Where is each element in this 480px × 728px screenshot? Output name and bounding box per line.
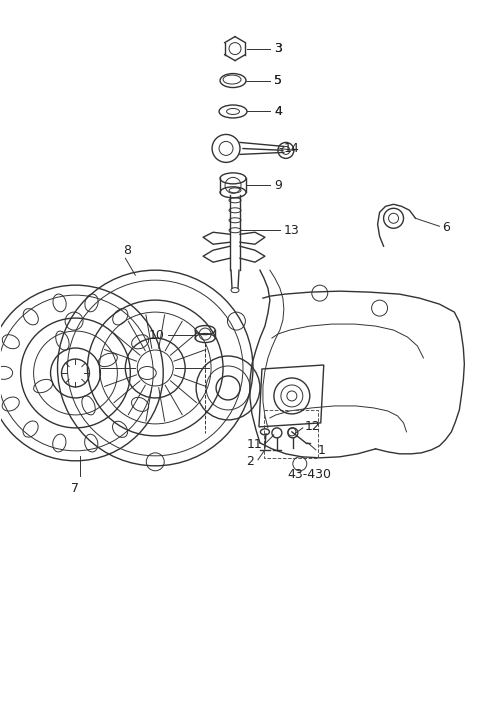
Text: 13: 13: [284, 223, 300, 237]
Text: 7: 7: [72, 482, 80, 495]
Text: 11: 11: [246, 438, 262, 451]
Text: 9: 9: [274, 179, 282, 192]
Text: 4: 4: [274, 105, 282, 118]
Text: 8: 8: [123, 244, 132, 257]
Text: 14: 14: [284, 142, 300, 155]
Text: 3: 3: [274, 42, 282, 55]
Text: 12: 12: [305, 420, 321, 433]
Text: 10: 10: [148, 328, 164, 341]
Text: 1: 1: [318, 444, 325, 457]
Text: 3: 3: [274, 42, 282, 55]
Text: 6: 6: [443, 221, 450, 234]
Text: 5: 5: [274, 74, 282, 87]
Text: 4: 4: [274, 105, 282, 118]
Text: 43-430: 43-430: [288, 468, 332, 481]
Text: 2: 2: [246, 455, 254, 468]
Text: 5: 5: [274, 74, 282, 87]
